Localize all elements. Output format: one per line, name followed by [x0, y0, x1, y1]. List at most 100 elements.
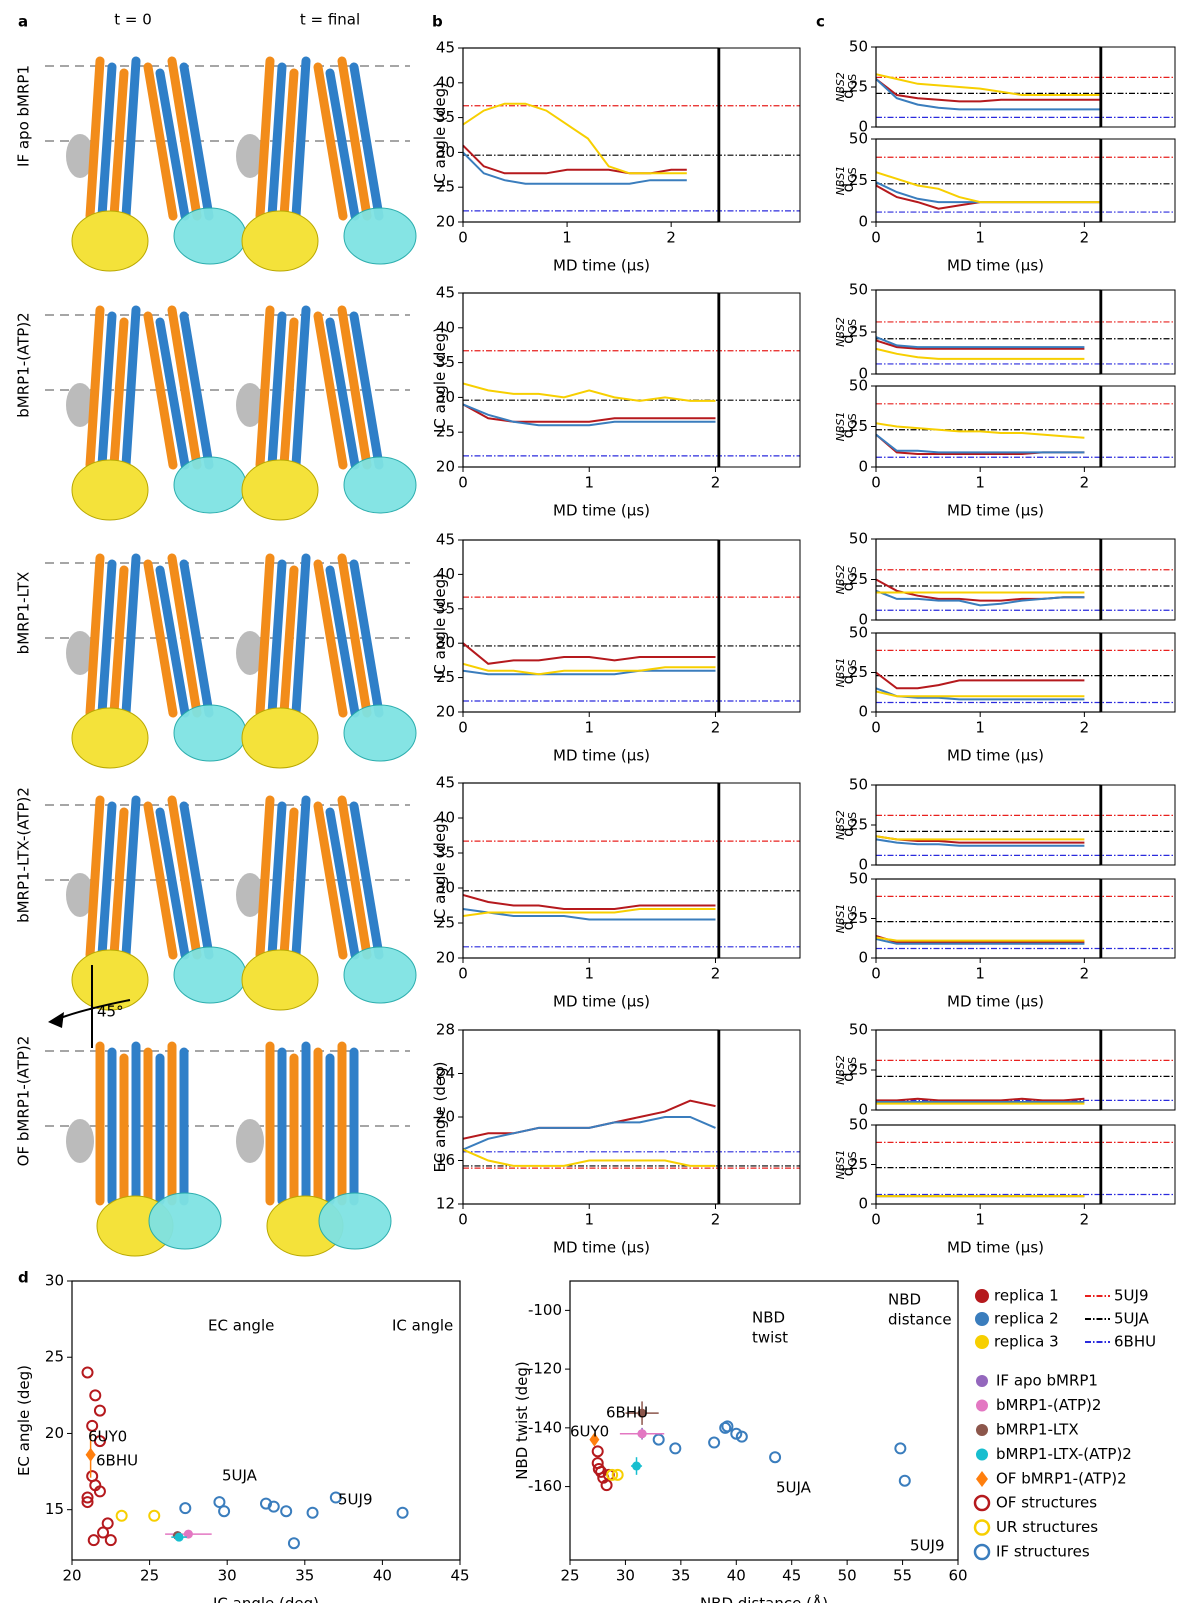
- nbd1: [241, 459, 319, 521]
- y-tick-label: 35: [436, 353, 455, 371]
- helix: [179, 801, 214, 960]
- protein-domain: [66, 873, 94, 917]
- trace: [876, 78, 1100, 111]
- panel-letter: a: [18, 13, 28, 31]
- nbd2: [173, 946, 247, 1004]
- helix: [109, 317, 129, 470]
- protein-domain: [236, 134, 264, 178]
- protein-domain: [66, 1119, 94, 1163]
- trace: [876, 835, 1085, 844]
- arrow-head: [48, 1012, 64, 1028]
- helix: [313, 62, 348, 221]
- side-panel: [717, 292, 801, 468]
- x-tick-label: 2: [711, 474, 721, 492]
- trace: [876, 433, 1085, 454]
- side-panel: [717, 47, 801, 223]
- axes-frame: [71, 1280, 461, 1561]
- annotation: EC angle: [208, 1317, 274, 1335]
- x-tick-label: 1: [975, 229, 985, 247]
- helix: [291, 553, 311, 718]
- x-tick-label: 0: [871, 965, 881, 983]
- structure-point: [104, 1534, 117, 1547]
- y-axis-label-sub: GS: [846, 905, 859, 921]
- md-point: [632, 1461, 642, 1471]
- helix: [267, 311, 287, 470]
- helix: [279, 317, 299, 470]
- trace: [876, 938, 1085, 945]
- y-tick-label: 50: [849, 870, 868, 888]
- side-panel: [1099, 46, 1176, 128]
- helix: [85, 56, 105, 221]
- structure-point: [769, 1451, 782, 1464]
- md-point: [174, 1532, 184, 1542]
- x-tick-label: 1: [562, 229, 572, 247]
- annotation: distance: [888, 1311, 952, 1329]
- side-panel: [1099, 878, 1176, 959]
- y-axis-label: IC angle (deg): [431, 82, 449, 188]
- x-tick-label: 1: [584, 1211, 594, 1229]
- helix: [255, 305, 275, 470]
- annotation: NBD: [752, 1309, 785, 1327]
- y-axis-label-main: IC angle (deg): [431, 573, 449, 679]
- structure-point: [97, 1526, 110, 1539]
- y-tick-label: 25: [849, 1155, 868, 1173]
- legend-label: replica 2: [994, 1310, 1059, 1328]
- y-tick-label: 50: [849, 1021, 868, 1039]
- y-tick-label: 0: [858, 611, 868, 629]
- annotation: twist: [752, 1329, 788, 1347]
- x-tick-label: 1: [975, 965, 985, 983]
- x-tick-label: 0: [458, 1211, 468, 1229]
- y-tick-label: 12: [436, 1195, 455, 1213]
- legend-label: 6BHU: [1114, 1333, 1156, 1351]
- axes-frame: [875, 1124, 1101, 1205]
- legend-marker: [976, 1424, 988, 1436]
- y-axis-label-sup: NBS1: [834, 1150, 847, 1180]
- legend-marker: [976, 1399, 988, 1412]
- structure-point: [89, 1389, 102, 1402]
- nbd2: [173, 704, 247, 762]
- helix: [85, 305, 105, 470]
- helix: [109, 807, 129, 960]
- y-tick-label: 25: [849, 417, 868, 435]
- legend-label: bMRP1-LTX-(ATP)2: [996, 1445, 1132, 1463]
- side-panel: [1099, 1124, 1176, 1205]
- nbd1: [241, 210, 319, 272]
- trace: [463, 894, 716, 910]
- y-tick-label: 24: [436, 1064, 455, 1082]
- helix: [179, 62, 214, 221]
- y-axis-label-sup: NBS2: [834, 810, 847, 840]
- y-axis-label-main: IC angle (deg): [431, 82, 449, 188]
- y-axis-label-main: EC angle (deg): [431, 1061, 449, 1172]
- structure-point: [213, 1496, 226, 1509]
- trace: [463, 908, 716, 921]
- helix: [291, 795, 311, 960]
- x-tick-label: 0: [871, 474, 881, 492]
- y-tick-label: 50: [849, 624, 868, 642]
- x-tick-label: 2: [711, 719, 721, 737]
- y-tick-label: 35: [436, 844, 455, 862]
- y-axis-label-sub: GS: [846, 319, 859, 335]
- y-tick-label: -120: [528, 1360, 562, 1378]
- y-tick-label: 0: [858, 458, 868, 476]
- helix: [267, 559, 287, 718]
- y-axis-label: dGSNBS1: [834, 412, 859, 442]
- x-tick-label: 40: [727, 1567, 746, 1585]
- y-axis-label: IC angle (deg): [431, 573, 449, 679]
- y-axis-label-sup: NBS2: [834, 317, 847, 347]
- helix: [85, 553, 105, 718]
- helix: [337, 56, 372, 221]
- x-axis-label: MD time (μs): [947, 1239, 1044, 1257]
- y-tick-label: 30: [45, 1272, 64, 1290]
- y-tick-label: 40: [436, 565, 455, 583]
- y-tick-label: 25: [849, 1061, 868, 1079]
- structure-label: 6BHU: [96, 1452, 138, 1470]
- legend-marker: [973, 1519, 991, 1536]
- side-panel: [1099, 385, 1176, 468]
- helix: [325, 317, 360, 470]
- nbd1: [71, 707, 149, 769]
- y-axis-label-main: d: [839, 921, 857, 931]
- y-tick-label: 50: [849, 281, 868, 299]
- legend-marker: [976, 1471, 988, 1487]
- legend-marker: [973, 1494, 991, 1512]
- y-tick-label: 45: [436, 39, 455, 57]
